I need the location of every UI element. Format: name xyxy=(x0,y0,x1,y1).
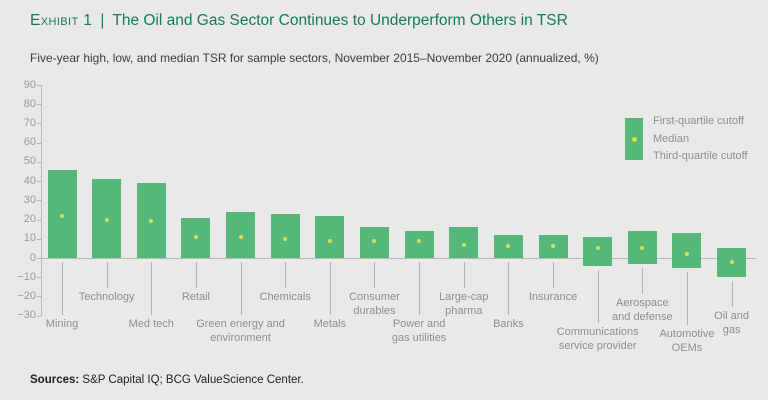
category-leader-line xyxy=(553,262,555,288)
y-axis-tick-label: 40 xyxy=(23,174,36,187)
quartile-range-bar xyxy=(315,215,345,258)
category-label: Mining xyxy=(45,318,79,330)
page-title: Exhibit 1 | The Oil and Gas Sector Continu… xyxy=(30,11,568,30)
median-dot xyxy=(372,238,377,243)
legend-label-third-quartile: Third-quartile cutoff xyxy=(653,150,748,162)
category-leader-line xyxy=(151,262,153,315)
category-label: Chemicals xyxy=(259,291,311,303)
y-axis-tick-label: 0 xyxy=(29,251,36,264)
median-dot xyxy=(283,236,288,241)
category-leader-line xyxy=(597,269,599,323)
category-leader-line xyxy=(419,262,421,315)
median-dot xyxy=(327,238,332,243)
y-axis-tick-label: −30 xyxy=(17,309,36,322)
category-label: Retail xyxy=(181,291,210,303)
y-axis-tick-label: −10 xyxy=(17,270,36,283)
category-label: Technology xyxy=(78,291,135,303)
category-leader-line xyxy=(62,262,63,315)
category-leader-line xyxy=(195,262,197,288)
quartile-range-bar xyxy=(672,233,702,268)
median-dot xyxy=(640,246,645,251)
y-axis-tick-label: 30 xyxy=(23,193,36,206)
category-leader-line xyxy=(329,262,331,315)
quartile-range-bar xyxy=(583,236,613,266)
y-axis-tick xyxy=(37,315,41,317)
category-label: Med tech xyxy=(128,318,174,330)
legend-median-dot-icon xyxy=(631,136,637,142)
y-axis-tick xyxy=(37,219,41,221)
y-axis-tick xyxy=(37,238,41,240)
median-dot xyxy=(551,244,556,249)
y-axis-tick-label: 50 xyxy=(23,155,36,168)
legend-quartile-range-swatch xyxy=(625,118,643,160)
category-leader-line xyxy=(731,281,733,308)
y-axis-tick xyxy=(37,181,41,183)
category-leader-line xyxy=(463,262,465,288)
category-leader-line xyxy=(240,262,242,315)
median-dot xyxy=(417,238,422,243)
median-dot xyxy=(60,213,64,218)
category-leader-line xyxy=(642,267,644,294)
y-axis-tick xyxy=(37,85,41,87)
y-axis-tick-label: 90 xyxy=(23,78,36,91)
y-axis-tick xyxy=(37,123,41,125)
category-label: Consumer durables xyxy=(349,291,400,317)
median-dot xyxy=(104,217,109,222)
title-divider: | xyxy=(100,12,105,29)
median-dot xyxy=(461,242,466,247)
category-label: Automotive OEMs xyxy=(659,327,715,354)
y-axis-tick-label: 80 xyxy=(23,97,36,110)
category-label: Insurance xyxy=(528,291,578,303)
category-label: Aerospace and defense xyxy=(612,296,673,323)
category-leader-line xyxy=(374,262,376,288)
median-dot xyxy=(506,244,511,249)
y-axis-tick xyxy=(37,277,41,279)
y-axis-tick xyxy=(37,296,41,298)
y-axis-tick-label: 20 xyxy=(23,213,36,226)
y-axis-tick-label: 70 xyxy=(23,116,36,129)
category-leader-line xyxy=(106,262,108,288)
category-leader-line xyxy=(285,262,287,288)
y-axis-line xyxy=(41,85,42,316)
sources-text: S&P Capital IQ; BCG ValueScience Center. xyxy=(79,374,304,386)
category-leader-line xyxy=(508,262,510,315)
median-dot xyxy=(193,234,198,239)
median-dot xyxy=(238,234,243,239)
legend-labels: First-quartile cutoff Median Third-quart… xyxy=(653,115,748,163)
quartile-range-bar xyxy=(270,213,300,258)
median-dot xyxy=(729,259,734,264)
y-axis-tick xyxy=(37,258,41,259)
y-axis-tick-label: −20 xyxy=(17,289,36,302)
category-label: Green energy and environment xyxy=(196,318,285,344)
category-label: Banks xyxy=(493,318,524,330)
category-label: Power and gas utilities xyxy=(391,318,447,344)
category-leader-line xyxy=(686,271,688,325)
y-axis-tick-label: 60 xyxy=(23,136,36,149)
zero-baseline xyxy=(41,258,756,259)
y-axis-tick xyxy=(37,161,41,163)
category-label: Large-cap pharma xyxy=(438,291,489,317)
page-subtitle: Five-year high, low, and median TSR for … xyxy=(30,51,599,65)
sources-note: Sources: S&P Capital IQ; BCG ValueScienc… xyxy=(30,374,304,386)
title-text: The Oil and Gas Sector Continues to Unde… xyxy=(112,12,568,29)
exhibit-kicker: Exhibit 1 xyxy=(30,12,93,29)
sources-label: Sources: xyxy=(30,374,80,386)
legend-label-first-quartile: First-quartile cutoff xyxy=(653,115,744,127)
median-dot xyxy=(149,219,154,224)
y-axis-tick xyxy=(37,200,41,202)
median-dot xyxy=(684,252,689,257)
y-axis-tick xyxy=(37,104,41,106)
y-axis-tick xyxy=(37,142,41,144)
category-label: Metals xyxy=(313,318,347,330)
y-axis-tick-label: 10 xyxy=(23,232,36,245)
legend: First-quartile cutoff Median Third-quart… xyxy=(625,115,748,163)
legend-label-median: Median xyxy=(653,132,690,145)
quartile-range-bar xyxy=(404,231,434,258)
category-label: Oil and gas xyxy=(714,310,750,337)
category-label: Communications service provider xyxy=(556,325,639,352)
median-dot xyxy=(595,246,600,251)
